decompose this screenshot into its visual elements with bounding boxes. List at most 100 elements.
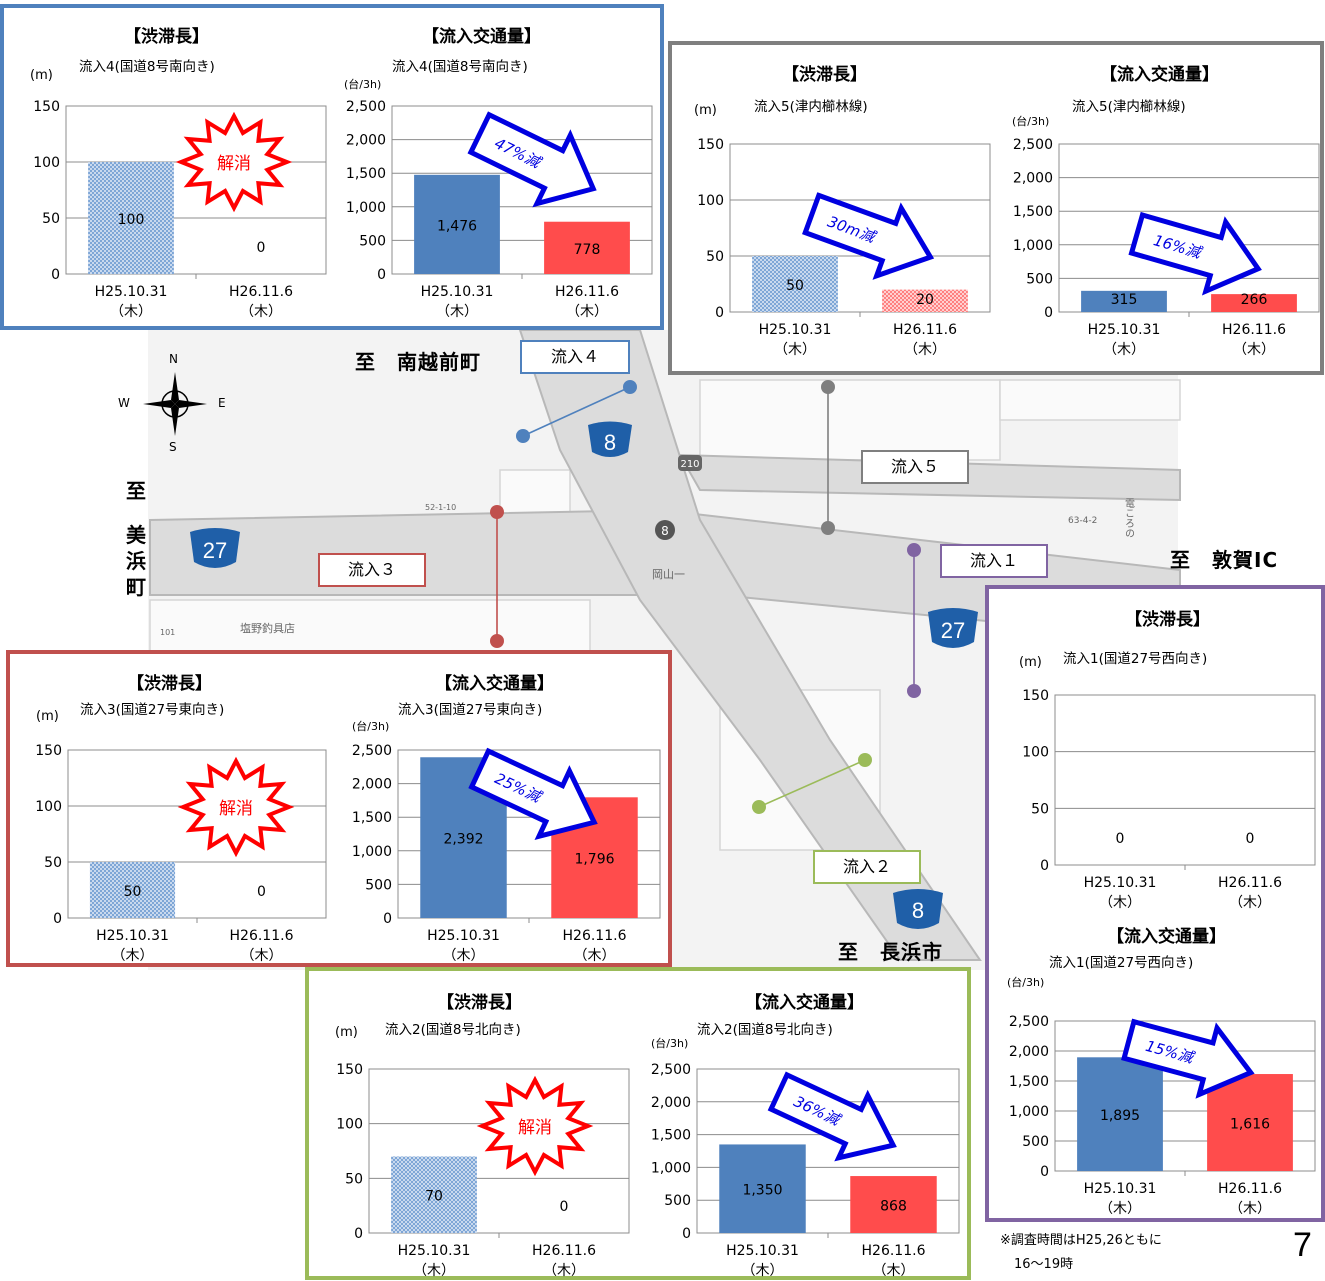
y-tick-label: 2,000 xyxy=(651,1095,691,1111)
reduction-arrow-icon: 16%減 xyxy=(1128,211,1262,296)
resolved-burst-icon xyxy=(476,1075,594,1177)
y-tick-label: 500 xyxy=(664,1193,691,1209)
reduction-arrow-icon: 25%減 xyxy=(468,747,598,840)
plot-area xyxy=(1054,694,1316,866)
route-27-shield-west: 27 xyxy=(203,538,227,563)
data-label: 1,476 xyxy=(437,218,477,234)
volume-title: 【流入交通量】 xyxy=(422,27,541,47)
bar-before xyxy=(752,256,838,312)
volume-unit: (台/3h) xyxy=(344,78,382,91)
volume-subtitle: 流入5(津内櫛林線) xyxy=(1072,99,1186,115)
data-label: 0 xyxy=(1116,831,1125,847)
arrow-shape xyxy=(467,111,597,208)
y-tick-label: 0 xyxy=(682,1226,691,1242)
x-tick-label-day: （木） xyxy=(1233,342,1275,358)
y-tick-label: 0 xyxy=(1040,858,1049,874)
queue-title: 【渋滞長】 xyxy=(437,993,522,1013)
x-tick-label-day: （木） xyxy=(904,342,946,358)
x-tick-label-day: （木） xyxy=(774,342,816,358)
resolved-label: 解消 xyxy=(217,154,251,174)
x-tick-label-day: （木） xyxy=(1099,1201,1141,1217)
bar-after xyxy=(882,289,968,312)
y-tick-label: 150 xyxy=(35,743,62,759)
x-tick-label-day: （木） xyxy=(543,1263,585,1279)
y-tick-label: 2,500 xyxy=(651,1062,691,1078)
arrow-shape xyxy=(802,192,935,280)
data-label: 868 xyxy=(880,1199,907,1215)
place-west-4: 町 xyxy=(126,575,146,599)
chart-inflow2-volume: 0 500 1,000 1,500 2,000 2,500 1,350 H25.10.31 （木… xyxy=(639,1051,969,1281)
volume-title: 【流入交通量】 xyxy=(1100,65,1219,85)
y-tick-label: 1,000 xyxy=(651,1160,691,1176)
resolved-label: 解消 xyxy=(518,1118,552,1138)
volume-unit: (台/3h) xyxy=(352,720,390,733)
bar-before xyxy=(1077,1057,1163,1171)
panel-inflow5: 【渋滞長】 流入5(津内櫛林線) (m) 【流入交通量】 流入5(津内櫛林線) … xyxy=(668,41,1324,375)
data-label: 2,392 xyxy=(443,832,483,848)
panel-inflow4: 【渋滞長】 流入4(国道8号南向き) (m) 【流入交通量】 流入4(国道8号南… xyxy=(0,4,664,330)
queue-unit: (m) xyxy=(694,103,717,118)
y-tick-label: 50 xyxy=(42,211,60,227)
data-label: 50 xyxy=(786,278,804,294)
y-tick-label: 1,500 xyxy=(346,166,386,182)
queue-subtitle: 流入4(国道8号南向き) xyxy=(79,59,215,75)
map-text-lot: 52-1-10 xyxy=(425,503,456,512)
route-8-shield-south: 8 xyxy=(912,898,924,923)
y-tick-label: 100 xyxy=(697,193,724,209)
queue-subtitle: 流入2(国道8号北向き) xyxy=(385,1022,521,1038)
tag-inflow4: 流入４ xyxy=(520,340,630,374)
x-tick-label: H25.10.31 xyxy=(1084,875,1157,891)
data-label: 1,350 xyxy=(742,1183,782,1199)
chart-svg: 0 500 1,000 1,500 2,000 2,500 1,895 H25.10.31 （木… xyxy=(1009,1014,1316,1217)
y-tick-label: 1,500 xyxy=(1013,204,1053,220)
y-tick-label: 2,500 xyxy=(352,743,392,759)
panel-inflow1: 【渋滞長】 流入1(国道27号西向き) (m) 0 50 100 150 0 H25.10… xyxy=(985,585,1325,1222)
route-27-shield-east: 27 xyxy=(941,618,965,643)
volume-subtitle: 流入4(国道8号南向き) xyxy=(392,59,528,75)
route-210-marker: 210 xyxy=(680,459,699,470)
chart-inflow5-volume: 0 500 1,000 1,500 2,000 2,500 315 H25.10.31 （木） 2… xyxy=(997,129,1322,369)
bar-before xyxy=(88,162,174,274)
queue-unit: (m) xyxy=(30,68,53,83)
y-tick-label: 0 xyxy=(51,267,60,283)
x-tick-label: H25.10.31 xyxy=(1084,1181,1157,1197)
chart-inflow5-queue: 0 50 100 150 50 H25.10.31 （木） 20 H26.11.6 （木） 30m減 xyxy=(672,129,997,369)
x-tick-label: H26.11.6 xyxy=(230,928,294,944)
arrow-shape xyxy=(767,1071,897,1162)
data-label: 1,796 xyxy=(574,852,614,868)
y-tick-label: 100 xyxy=(336,1117,363,1133)
bar-before xyxy=(1081,290,1167,312)
queue-title: 【渋滞長】 xyxy=(782,65,867,85)
volume-title: 【流入交通量】 xyxy=(745,993,864,1013)
x-tick-label: H26.11.6 xyxy=(555,284,619,300)
x-tick-label-day: （木） xyxy=(1103,342,1145,358)
bar-after xyxy=(1207,1074,1293,1171)
bar-after xyxy=(1211,294,1297,312)
volume-title: 【流入交通量】 xyxy=(1107,927,1226,947)
data-label: 0 xyxy=(1246,831,1255,847)
y-tick-label: 2,000 xyxy=(1009,1044,1049,1060)
y-tick-label: 100 xyxy=(35,799,62,815)
y-tick-label: 1,500 xyxy=(651,1128,691,1144)
x-tick-label-day: （木） xyxy=(873,1263,915,1279)
y-tick-label: 100 xyxy=(33,155,60,171)
y-tick-label: 1,000 xyxy=(346,200,386,216)
panel-inflow2: 【渋滞長】 流入2(国道8号北向き) (m) 【流入交通量】 流入2(国道8号北… xyxy=(305,967,971,1280)
chart-svg: 0 500 1,000 1,500 2,000 2,500 315 H25.10.31 （木） 2… xyxy=(1013,137,1320,358)
place-east: 至 敦賀IC xyxy=(1170,548,1279,572)
queue-subtitle: 流入1(国道27号西向き) xyxy=(1063,651,1208,667)
volume-subtitle: 流入2(国道8号北向き) xyxy=(697,1022,833,1038)
queue-title: 【渋滞長】 xyxy=(1125,610,1210,630)
tag-inflow3: 流入３ xyxy=(318,553,426,587)
y-tick-label: 2,500 xyxy=(1009,1014,1049,1030)
y-tick-label: 0 xyxy=(354,1226,363,1242)
volume-title: 【流入交通量】 xyxy=(435,674,554,694)
tag-inflow2: 流入２ xyxy=(813,850,921,884)
x-tick-label-day: （木） xyxy=(240,304,282,320)
arrow-shape xyxy=(1128,211,1262,296)
x-tick-label-day: （木） xyxy=(436,304,478,320)
y-tick-label: 1,000 xyxy=(352,844,392,860)
x-tick-label: H25.10.31 xyxy=(95,284,168,300)
y-tick-label: 50 xyxy=(345,1171,363,1187)
place-south: 至 長浜市 xyxy=(838,940,943,964)
